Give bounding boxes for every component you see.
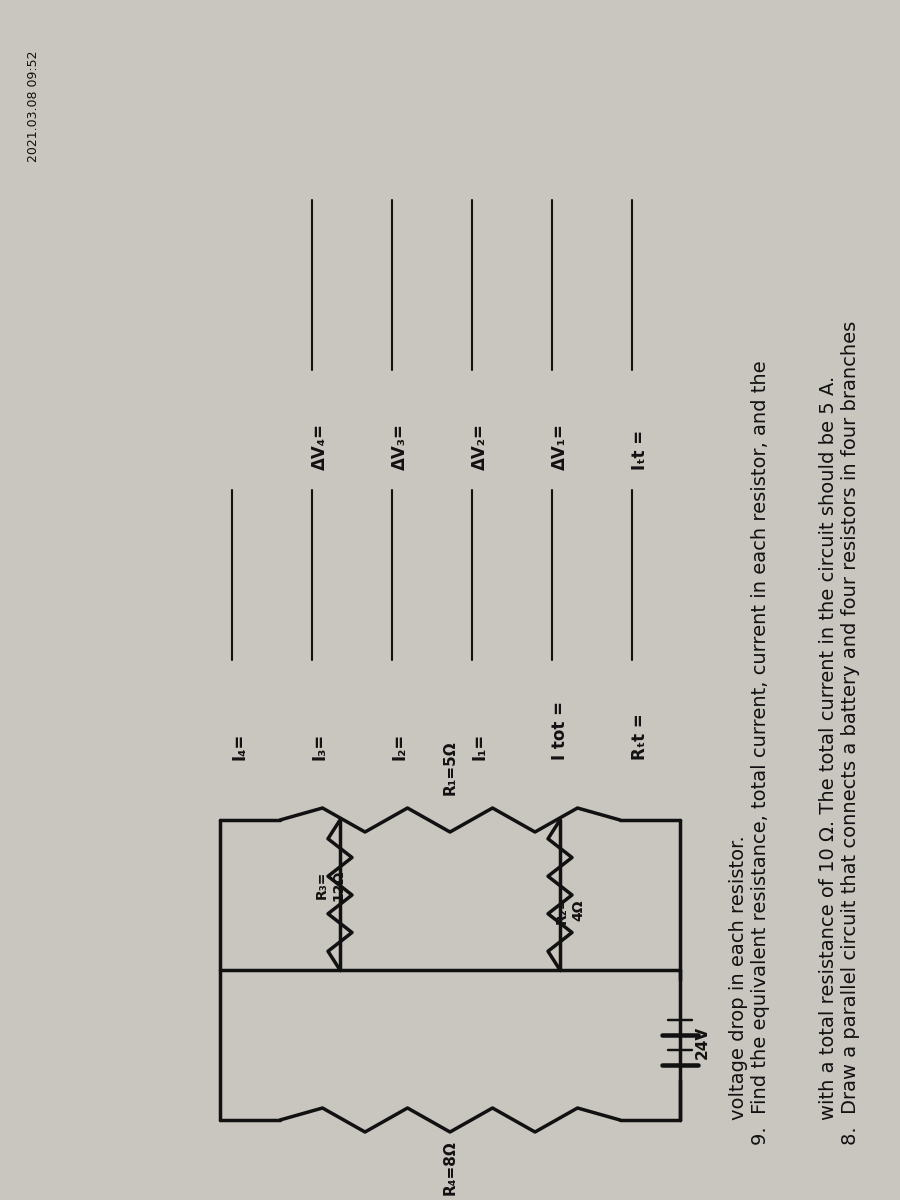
Text: ΔV₄=: ΔV₄= bbox=[311, 422, 329, 470]
Text: R₂=
4Ω: R₂= 4Ω bbox=[554, 896, 585, 924]
Text: I₄=: I₄= bbox=[231, 733, 249, 760]
Text: ΔV₁=: ΔV₁= bbox=[551, 424, 569, 470]
Text: Iₜt =: Iₜt = bbox=[631, 430, 649, 470]
Text: I₁=: I₁= bbox=[471, 733, 489, 760]
Text: ΔV₃=: ΔV₃= bbox=[391, 424, 409, 470]
Text: Rₜt =: Rₜt = bbox=[631, 713, 649, 760]
Text: I tot =: I tot = bbox=[551, 701, 569, 760]
Text: I₂=: I₂= bbox=[391, 733, 409, 760]
Text: 8.  Draw a parallel circuit that connects a battery and four resistors in four b: 8. Draw a parallel circuit that connects… bbox=[841, 320, 860, 1145]
Text: ΔV₂=: ΔV₂= bbox=[471, 424, 489, 470]
Text: R₃=
12Ω: R₃= 12Ω bbox=[315, 869, 346, 901]
Text: 9.  Find the equivalent resistance, total current, current in each resistor, and: 9. Find the equivalent resistance, total… bbox=[751, 360, 770, 1145]
Text: R₄=8Ω: R₄=8Ω bbox=[443, 1140, 457, 1195]
Text: I₃=: I₃= bbox=[311, 733, 329, 760]
Text: 2021.03.08 09:52: 2021.03.08 09:52 bbox=[27, 50, 40, 162]
Text: R₁=5Ω: R₁=5Ω bbox=[443, 740, 457, 794]
Text: voltage drop in each resistor.: voltage drop in each resistor. bbox=[729, 835, 748, 1145]
Text: with a total resistance of 10 Ω. The total current in the circuit should be 5 A.: with a total resistance of 10 Ω. The tot… bbox=[819, 376, 838, 1145]
Text: 24V: 24V bbox=[695, 1026, 710, 1060]
